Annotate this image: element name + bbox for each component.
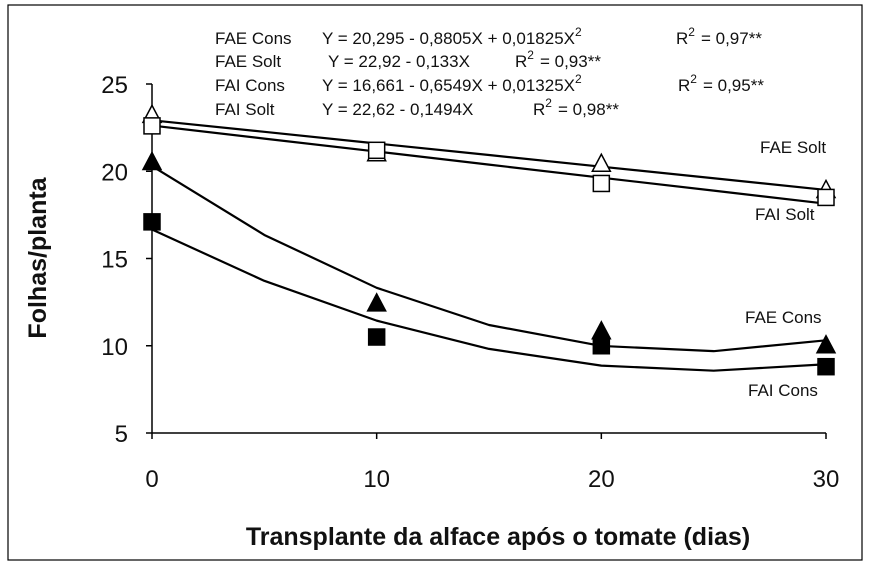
equation-formula: Y = 22,62 - 0,1494X xyxy=(322,100,473,119)
fit-curve xyxy=(151,165,827,353)
curve-label: FAE Cons xyxy=(745,308,822,327)
y-tick-label: 10 xyxy=(101,334,128,361)
x-axis-title: Transplante da alface após o tomate (dia… xyxy=(246,523,750,551)
square-marker xyxy=(592,174,611,193)
equation-label: FAE Solt xyxy=(215,52,281,71)
equation: FAE Solt Y = 22,92 - 0,133X R2 = 0,93** xyxy=(215,48,601,71)
triangle-marker xyxy=(366,292,387,312)
r-symbol: R xyxy=(533,100,545,119)
r-symbol: R xyxy=(676,29,688,48)
equation-label: FAI Solt xyxy=(215,100,275,119)
equation-formula: Y = 22,92 - 0,133X xyxy=(328,52,470,71)
r-symbol: R xyxy=(515,52,527,71)
x-tick-label: 10 xyxy=(363,466,390,493)
fit-curve xyxy=(151,228,827,372)
equation: FAE Cons Y = 20,295 - 0,8805X + 0,01825X2… xyxy=(215,25,762,48)
x-tick-label: 20 xyxy=(588,466,615,493)
equation-formula: Y = 20,295 - 0,8805X + 0,01825X xyxy=(322,29,575,48)
superscript: 2 xyxy=(575,72,582,86)
curve-label: FAE Solt xyxy=(760,138,826,157)
equation: FAI Solt Y = 22,62 - 0,1494X R2 = 0,98** xyxy=(215,96,619,119)
superscript: 2 xyxy=(688,25,695,39)
x-tick-label: 30 xyxy=(813,466,840,493)
square-marker xyxy=(817,188,835,207)
triangle-marker xyxy=(815,334,837,354)
superscript: 2 xyxy=(545,96,552,110)
square-marker xyxy=(367,328,386,346)
r-squared: = 0,95** xyxy=(703,76,764,95)
triangle-marker xyxy=(591,320,612,340)
superscript: 2 xyxy=(527,48,534,62)
superscript: 2 xyxy=(575,25,582,39)
y-tick-label: 20 xyxy=(101,159,128,186)
fit-curve xyxy=(151,119,827,192)
square-marker xyxy=(143,213,161,231)
square-marker xyxy=(143,117,161,135)
r-squared: = 0,93** xyxy=(540,52,601,71)
square-marker xyxy=(367,141,386,160)
curve-label: FAI Solt xyxy=(755,205,815,224)
curve-label: FAI Cons xyxy=(748,381,818,400)
square-marker xyxy=(592,337,611,355)
y-tick-label: 15 xyxy=(101,247,128,274)
square-marker xyxy=(817,357,835,376)
triangle-marker xyxy=(591,152,612,173)
equation-label: FAI Cons xyxy=(215,76,285,95)
r-symbol: R xyxy=(678,76,690,95)
y-tick-label: 5 xyxy=(115,421,128,448)
y-tick-label: 25 xyxy=(101,72,128,99)
r-squared: = 0,98** xyxy=(558,100,619,119)
frame xyxy=(7,4,863,561)
fit-curve xyxy=(151,124,827,205)
superscript: 2 xyxy=(690,72,697,86)
x-tick-label: 0 xyxy=(145,466,158,493)
y-axis-title: Folhas/planta xyxy=(24,176,52,338)
r-squared: = 0,97** xyxy=(701,29,762,48)
equation: FAI Cons Y = 16,661 - 0,6549X + 0,01325X2… xyxy=(215,72,764,95)
equation-formula: Y = 16,661 - 0,6549X + 0,01325X xyxy=(322,76,575,95)
equation-label: FAE Cons xyxy=(215,29,292,48)
triangle-marker xyxy=(141,150,163,171)
